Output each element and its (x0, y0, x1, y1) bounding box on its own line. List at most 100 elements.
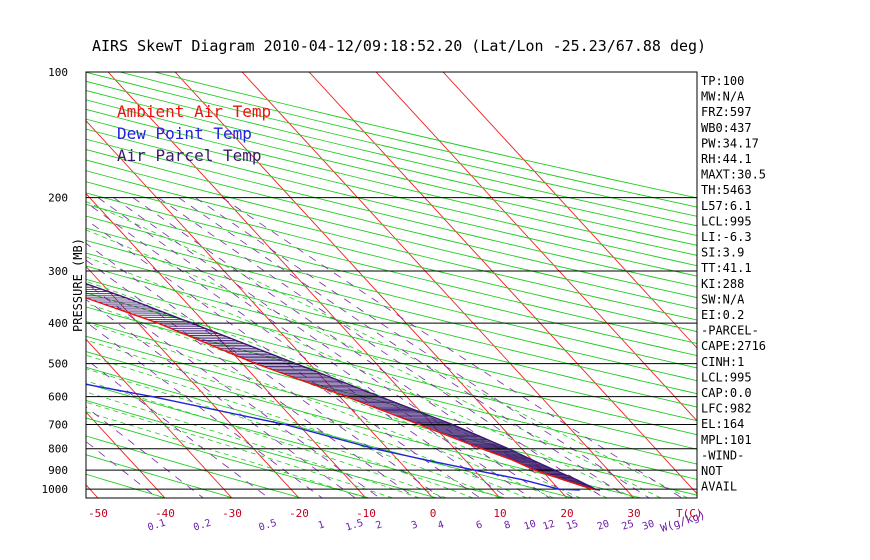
dry-adiabat-line (86, 108, 697, 256)
bottom-temp-tick-label: -10 (356, 507, 376, 520)
pressure-tick-label: 300 (48, 265, 68, 278)
index-item: SW:N/A (701, 292, 745, 306)
moist-adiabat-line (86, 302, 581, 498)
dry-adiabat-line (86, 215, 697, 369)
mixing-ratio-tick-label: 8 (503, 519, 512, 531)
mixing-ratio-tick-label: 10 (523, 519, 538, 533)
pressure-tick-label: 500 (48, 358, 68, 371)
mixing-ratio-line (178, 197, 629, 498)
dry-adiabat-line (86, 149, 697, 299)
moist-adiabat-line (86, 256, 635, 498)
isotherm-line (0, 72, 31, 498)
mixing-ratio-tick-label: 20 (596, 519, 611, 533)
chart-title: AIRS SkewT Diagram 2010-04-12/09:18:52.2… (92, 37, 706, 55)
x-axis-unit-label: T(C) (676, 507, 703, 520)
mixing-ratio-line (86, 282, 380, 498)
mixing-ratio-tick-label: 4 (436, 519, 445, 531)
dry-adiabat-line (86, 203, 697, 357)
mixing-ratio-line (86, 242, 442, 498)
dry-adiabat-line (86, 306, 697, 465)
index-item: RH:44.1 (701, 152, 752, 166)
isotherm-line (375, 72, 697, 422)
dry-adiabat-line (86, 383, 506, 498)
dry-adiabat-line (86, 335, 697, 496)
air-parcel-line (86, 282, 601, 491)
bottom-temp-tick-label: 0 (430, 507, 437, 520)
mixing-ratio-tick-label: 30 (641, 519, 656, 533)
isotherm-line (86, 411, 166, 498)
mixing-ratio-line (86, 259, 416, 498)
bottom-temp-tick-label: -20 (289, 507, 309, 520)
index-item: LCL:995 (701, 214, 752, 228)
index-item: LI:-6.3 (701, 230, 752, 244)
mixing-ratio-line (221, 197, 683, 498)
bottom-temp-tick-label: -40 (155, 507, 175, 520)
pressure-tick-label: 800 (48, 443, 68, 456)
plot-frame (85, 71, 698, 499)
pressure-tick-label: 100 (48, 66, 68, 79)
index-item: TP:100 (701, 74, 744, 88)
bottom-temp-tick-label: -30 (222, 507, 242, 520)
pressure-tick-labels: 100 200 300 400 500 600 700 800 900 1000 (42, 66, 69, 496)
dry-adiabat-line (86, 351, 642, 498)
dry-adiabat-line (86, 399, 438, 498)
pressure-tick-label: 900 (48, 464, 68, 477)
bottom-temp-tick-label: 10 (493, 507, 506, 520)
dry-adiabat-line (86, 192, 697, 344)
index-item: EI:0.2 (701, 308, 744, 322)
mixing-ratio-tick-label: 15 (565, 519, 580, 533)
dry-adiabat-line (86, 170, 697, 321)
mixing-ratio-tick-label: 0.2 (192, 518, 213, 534)
index-item: LFC:982 (701, 402, 752, 416)
dry-adiabat-line (86, 366, 574, 498)
cape-hatching (86, 284, 596, 490)
dry-adiabat-line (86, 265, 697, 422)
mixing-ratio-line (195, 197, 650, 498)
legend-entry: Ambient Air Temp (117, 102, 271, 121)
mixing-ratio-tick-label: 25 (620, 519, 635, 533)
dry-adiabat-line (86, 181, 697, 333)
dewpoint-temp-line (86, 383, 580, 491)
dry-adiabat-line (86, 292, 697, 450)
mixing-ratio-line (86, 321, 323, 498)
ambient-temp-line (86, 297, 600, 491)
mixing-ratio-tick-label: 0.5 (258, 518, 279, 534)
mixing-ratio-tick-label: 12 (541, 519, 556, 533)
mixing-ratio-line (97, 197, 532, 498)
index-item: -WIND- (701, 448, 744, 462)
bottom-temp-tick-label: 30 (627, 507, 640, 520)
bottom-temp-tick-label: -50 (88, 507, 108, 520)
legend-entry: Air Parcel Temp (117, 146, 262, 165)
pressure-tick-label: 400 (48, 317, 68, 330)
dry-adiabat-line (86, 118, 697, 267)
bottom-temp-tick-label: 20 (560, 507, 573, 520)
mixing-ratio-tick-label: 1 (317, 519, 326, 531)
index-item: PW:34.17 (701, 136, 759, 150)
mixing-ratio-line (158, 197, 605, 498)
index-item: CAPE:2716 (701, 339, 766, 353)
moist-adiabat-line (86, 339, 527, 498)
index-item: CAP:0.0 (701, 386, 752, 400)
index-item: TH:5463 (701, 183, 752, 197)
bottom-temp-tick-labels: -50 -40 -30 -20 -10 0 10 20 30 (88, 507, 641, 520)
mixing-ratio-line (86, 201, 509, 498)
moist-adiabat-line (86, 391, 420, 498)
index-item: FRZ:597 (701, 105, 752, 119)
pressure-tick-label: 1000 (42, 483, 69, 496)
pressure-tick-label: 600 (48, 391, 68, 404)
index-item: KI:288 (701, 277, 744, 291)
dry-adiabat-line (86, 239, 697, 395)
moist-adiabat-line (86, 354, 501, 498)
index-item: -PARCEL- (701, 324, 759, 338)
index-item: TT:41.1 (701, 261, 752, 275)
index-item: AVAIL (701, 480, 737, 494)
dry-adiabat-line (86, 454, 234, 498)
mixing-ratio-tick-label: 6 (475, 519, 484, 531)
mixing-ratio-line (86, 441, 158, 498)
legend-entry: Dew Point Temp (117, 124, 252, 143)
dry-adiabat-line (86, 278, 697, 436)
profile-lines (86, 282, 601, 491)
isotherm-line (86, 265, 300, 498)
mixing-ratio-line (86, 406, 204, 498)
